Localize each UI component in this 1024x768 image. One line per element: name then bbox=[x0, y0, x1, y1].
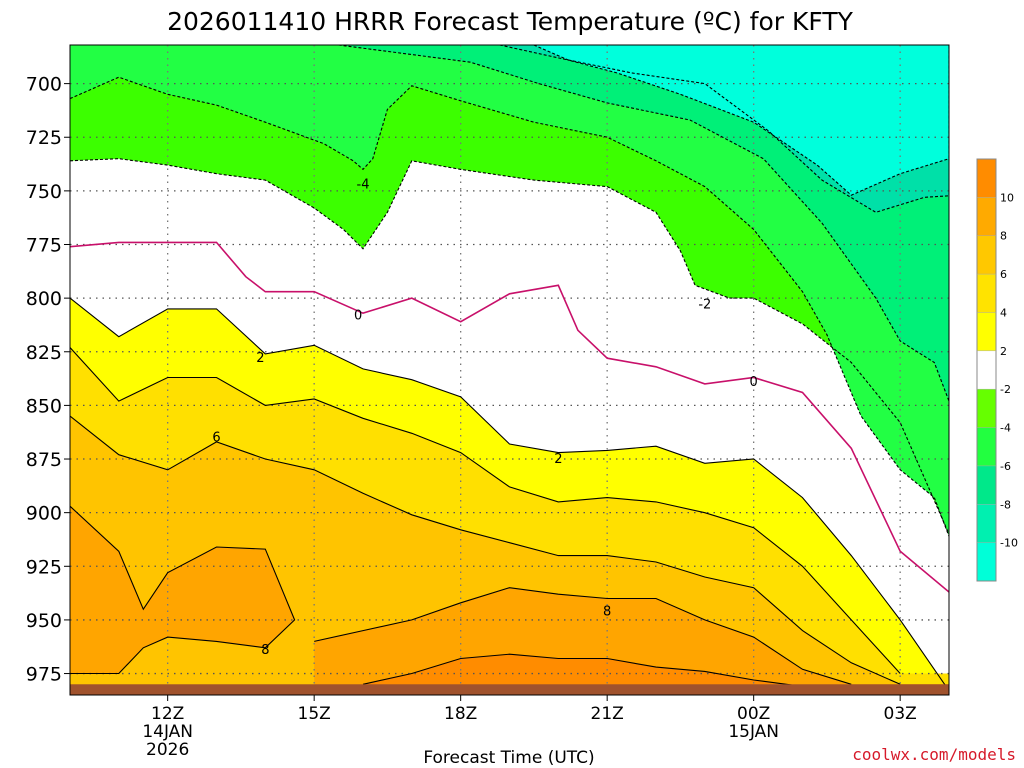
x-tick-label: 21Z bbox=[591, 704, 624, 724]
isotherm-0 bbox=[70, 241, 949, 593]
isotherm-lines bbox=[70, 45, 949, 692]
contour-label: 0 bbox=[750, 375, 758, 390]
ground-fill bbox=[70, 684, 949, 695]
isotherm-8 bbox=[70, 505, 296, 675]
isotherm-minus8 bbox=[499, 45, 949, 213]
chart-title: 2026011410 HRRR Forecast Temperature (ºC… bbox=[167, 7, 854, 36]
colorbar-segment bbox=[977, 465, 996, 505]
contour-label: 2 bbox=[256, 351, 264, 366]
y-tick-label: 800 bbox=[26, 288, 62, 310]
isotherm-2 bbox=[70, 297, 949, 692]
colorbar-label: -8 bbox=[1000, 498, 1011, 511]
temperature-fill-layers bbox=[70, 45, 949, 695]
colorbar-segment bbox=[977, 427, 996, 467]
colorbar-label: -2 bbox=[1000, 383, 1011, 396]
ground-layer bbox=[70, 684, 949, 695]
x-tick-date: 15JAN bbox=[728, 722, 779, 742]
contour-label: -2 bbox=[698, 298, 711, 313]
colorbar-label: -6 bbox=[1000, 460, 1011, 473]
y-tick-label: 850 bbox=[26, 395, 62, 417]
colorbar-segment bbox=[977, 350, 996, 390]
y-tick-label: 900 bbox=[26, 503, 62, 525]
x-tick-label: 00Z bbox=[737, 704, 770, 724]
contour-labels: -4 -2 0 0 2 2 6 8 8 bbox=[212, 177, 757, 658]
colorbar-frame bbox=[976, 158, 997, 582]
isotherm-minus6 bbox=[338, 45, 949, 402]
colorbar-segment bbox=[977, 235, 996, 275]
x-tick-label: 15Z bbox=[298, 704, 331, 724]
contour-label: 8 bbox=[603, 604, 611, 619]
contour-label: 0 bbox=[354, 308, 362, 323]
isotherm-8 bbox=[314, 587, 852, 685]
isotherm-10 bbox=[362, 653, 803, 687]
x-tick-label: 12Z bbox=[151, 704, 184, 724]
colorbar-segment bbox=[977, 504, 996, 544]
colorbar-segment bbox=[977, 159, 996, 198]
x-tick-label: 03Z bbox=[884, 704, 917, 724]
contour-label: 6 bbox=[212, 431, 220, 446]
contour-label: 2 bbox=[554, 452, 562, 467]
y-tick-label: 875 bbox=[26, 449, 62, 471]
colorbar-segment bbox=[977, 389, 996, 429]
y-tick-label: 750 bbox=[26, 181, 62, 203]
colorbar-segment bbox=[977, 312, 996, 352]
fill-band-minus6-to-minus4 bbox=[70, 45, 949, 537]
colorbar-label: 4 bbox=[1000, 306, 1007, 319]
colorbar-label: 8 bbox=[1000, 230, 1007, 243]
colorbar-label: 2 bbox=[1000, 345, 1007, 358]
contour-label: 8 bbox=[261, 643, 269, 658]
colorbar-label: 6 bbox=[1000, 268, 1007, 281]
y-tick-label: 775 bbox=[26, 235, 62, 257]
x-axis-label: Forecast Time (UTC) bbox=[423, 748, 594, 768]
isotherm-minus4 bbox=[70, 76, 949, 537]
colorbar-label: 10 bbox=[1000, 191, 1014, 204]
colorbar-segment bbox=[977, 274, 996, 313]
y-tick-label: 700 bbox=[26, 74, 62, 96]
colorbar-segment bbox=[977, 197, 996, 237]
y-tick-label: 825 bbox=[26, 342, 62, 364]
contour-label: -4 bbox=[357, 177, 370, 192]
y-tick-label: 975 bbox=[26, 664, 62, 686]
colorbar-segment bbox=[977, 542, 996, 582]
isotherm-4 bbox=[70, 347, 901, 674]
x-tick-year: 2026 bbox=[146, 740, 189, 760]
y-tick-label: 925 bbox=[26, 556, 62, 578]
fill-band-minus12-to-minus10-top bbox=[533, 45, 949, 196]
isotherm-6 bbox=[70, 415, 901, 685]
y-axis: 700 725 750 775 800 825 850 875 900 925 950 975 bbox=[26, 74, 70, 686]
isotherm-minus2 bbox=[70, 158, 949, 535]
credit-text[interactable]: coolwx.com/models bbox=[852, 745, 1016, 764]
colorbar-label: -4 bbox=[1000, 422, 1011, 435]
plot-frame bbox=[69, 44, 950, 696]
y-tick-label: 725 bbox=[26, 127, 62, 149]
colorbar-label: -10 bbox=[1000, 537, 1018, 550]
grid-lines bbox=[70, 45, 949, 695]
x-tick-label: 18Z bbox=[444, 704, 477, 724]
plot-area: -4 -2 0 0 2 2 6 8 8 bbox=[70, 45, 949, 695]
x-tick-date: 14JAN bbox=[142, 722, 193, 742]
isotherm-minus10 bbox=[533, 45, 949, 196]
y-tick-label: 950 bbox=[26, 610, 62, 632]
colorbar: 10 8 6 4 2 -2 -4 -6 -8 -10 bbox=[976, 158, 1018, 582]
